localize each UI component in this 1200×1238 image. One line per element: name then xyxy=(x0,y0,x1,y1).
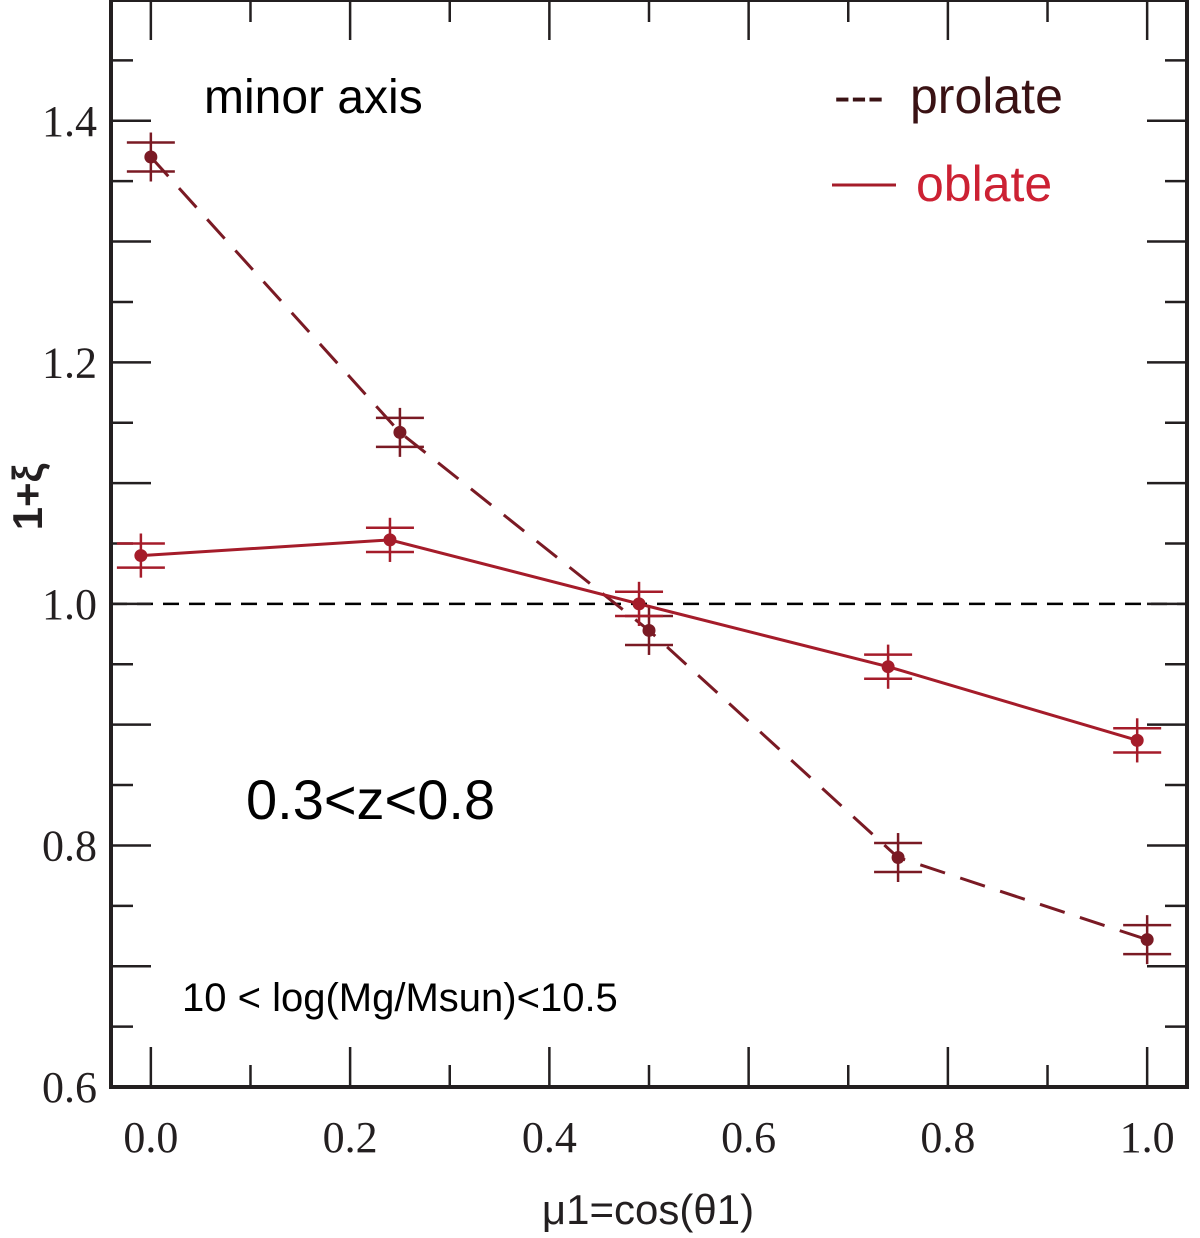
plot-frame xyxy=(109,0,1189,1089)
data-point-oblate xyxy=(881,660,895,674)
legend-label-prolate: prolate xyxy=(910,68,1063,124)
data-point-prolate xyxy=(1140,933,1154,947)
legend-marker-prolate: --- xyxy=(834,68,884,124)
y-tick-label: 1.4 xyxy=(42,97,97,146)
y-tick-label: 1.0 xyxy=(42,580,97,629)
x-tick-label: 0.2 xyxy=(323,1113,378,1162)
data-point-prolate xyxy=(642,623,656,637)
mass-annotation: 10 < log(Mg/Msun)<10.5 xyxy=(182,976,618,1020)
x-axis-label: μ1=cos(θ1) xyxy=(542,1186,754,1233)
legend: --- prolate oblate xyxy=(832,68,1063,212)
y-tick-label: 0.8 xyxy=(42,821,97,870)
y-axis-label: 1+ξ xyxy=(4,463,51,530)
data-point-oblate xyxy=(134,549,148,563)
x-tick-label: 0.6 xyxy=(721,1113,776,1162)
y-tick-label: 0.6 xyxy=(42,1063,97,1112)
data-point-prolate xyxy=(891,851,905,865)
x-tick-label: 0.8 xyxy=(920,1113,975,1162)
panel-title: minor axis xyxy=(204,71,423,124)
y-tick-label: 1.2 xyxy=(42,338,97,387)
data-point-oblate xyxy=(383,533,397,547)
x-tick-label: 0.0 xyxy=(123,1113,178,1162)
data-point-oblate xyxy=(1130,733,1144,747)
data-point-prolate xyxy=(393,425,407,439)
legend-label-oblate: oblate xyxy=(916,156,1052,212)
redshift-annotation: 0.3<z<0.8 xyxy=(246,768,495,831)
data-point-oblate xyxy=(632,597,646,611)
x-tick-label: 0.4 xyxy=(522,1113,577,1162)
x-tick-label: 1.0 xyxy=(1120,1113,1175,1162)
data-point-prolate xyxy=(144,150,158,164)
series-line-oblate xyxy=(140,538,1138,742)
